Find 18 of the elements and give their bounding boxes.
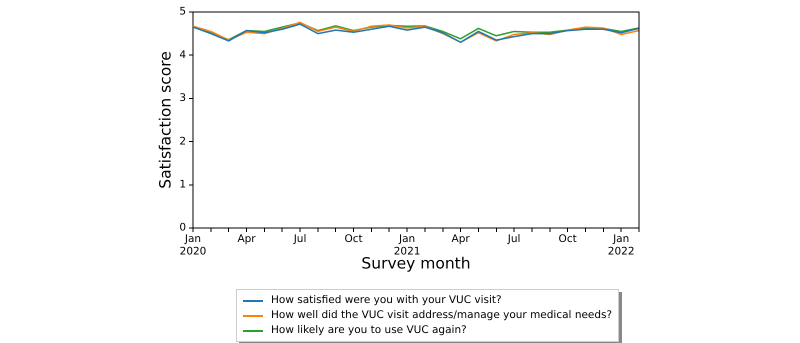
y-tick-label: 2	[179, 135, 186, 148]
x-tick-label: Jul	[506, 233, 520, 246]
legend-label: How likely are you to use VUC again?	[271, 323, 467, 338]
y-tick-label: 1	[179, 178, 186, 191]
x-tick-label: Jan 2022	[608, 233, 635, 258]
x-tick-label: Apr	[237, 233, 256, 246]
y-tick-label: 4	[179, 48, 186, 61]
y-tick-label: 0	[179, 222, 186, 234]
x-tick-label: Jan 2020	[180, 233, 206, 258]
x-tick-label: Oct	[344, 233, 363, 246]
legend-label: How well did the VUC visit address/manage your medical needs?	[271, 308, 612, 323]
y-axis-title: Satisfaction score	[156, 51, 174, 189]
y-tick-label: 3	[179, 92, 186, 104]
y-tick-label: 5	[179, 6, 186, 18]
x-tick-label: Oct	[558, 233, 577, 246]
legend-label: How satisfied were you with your VUC visit?	[271, 293, 502, 308]
x-tick-label: Apr	[452, 233, 470, 246]
x-tick-label: Jul	[292, 233, 306, 246]
